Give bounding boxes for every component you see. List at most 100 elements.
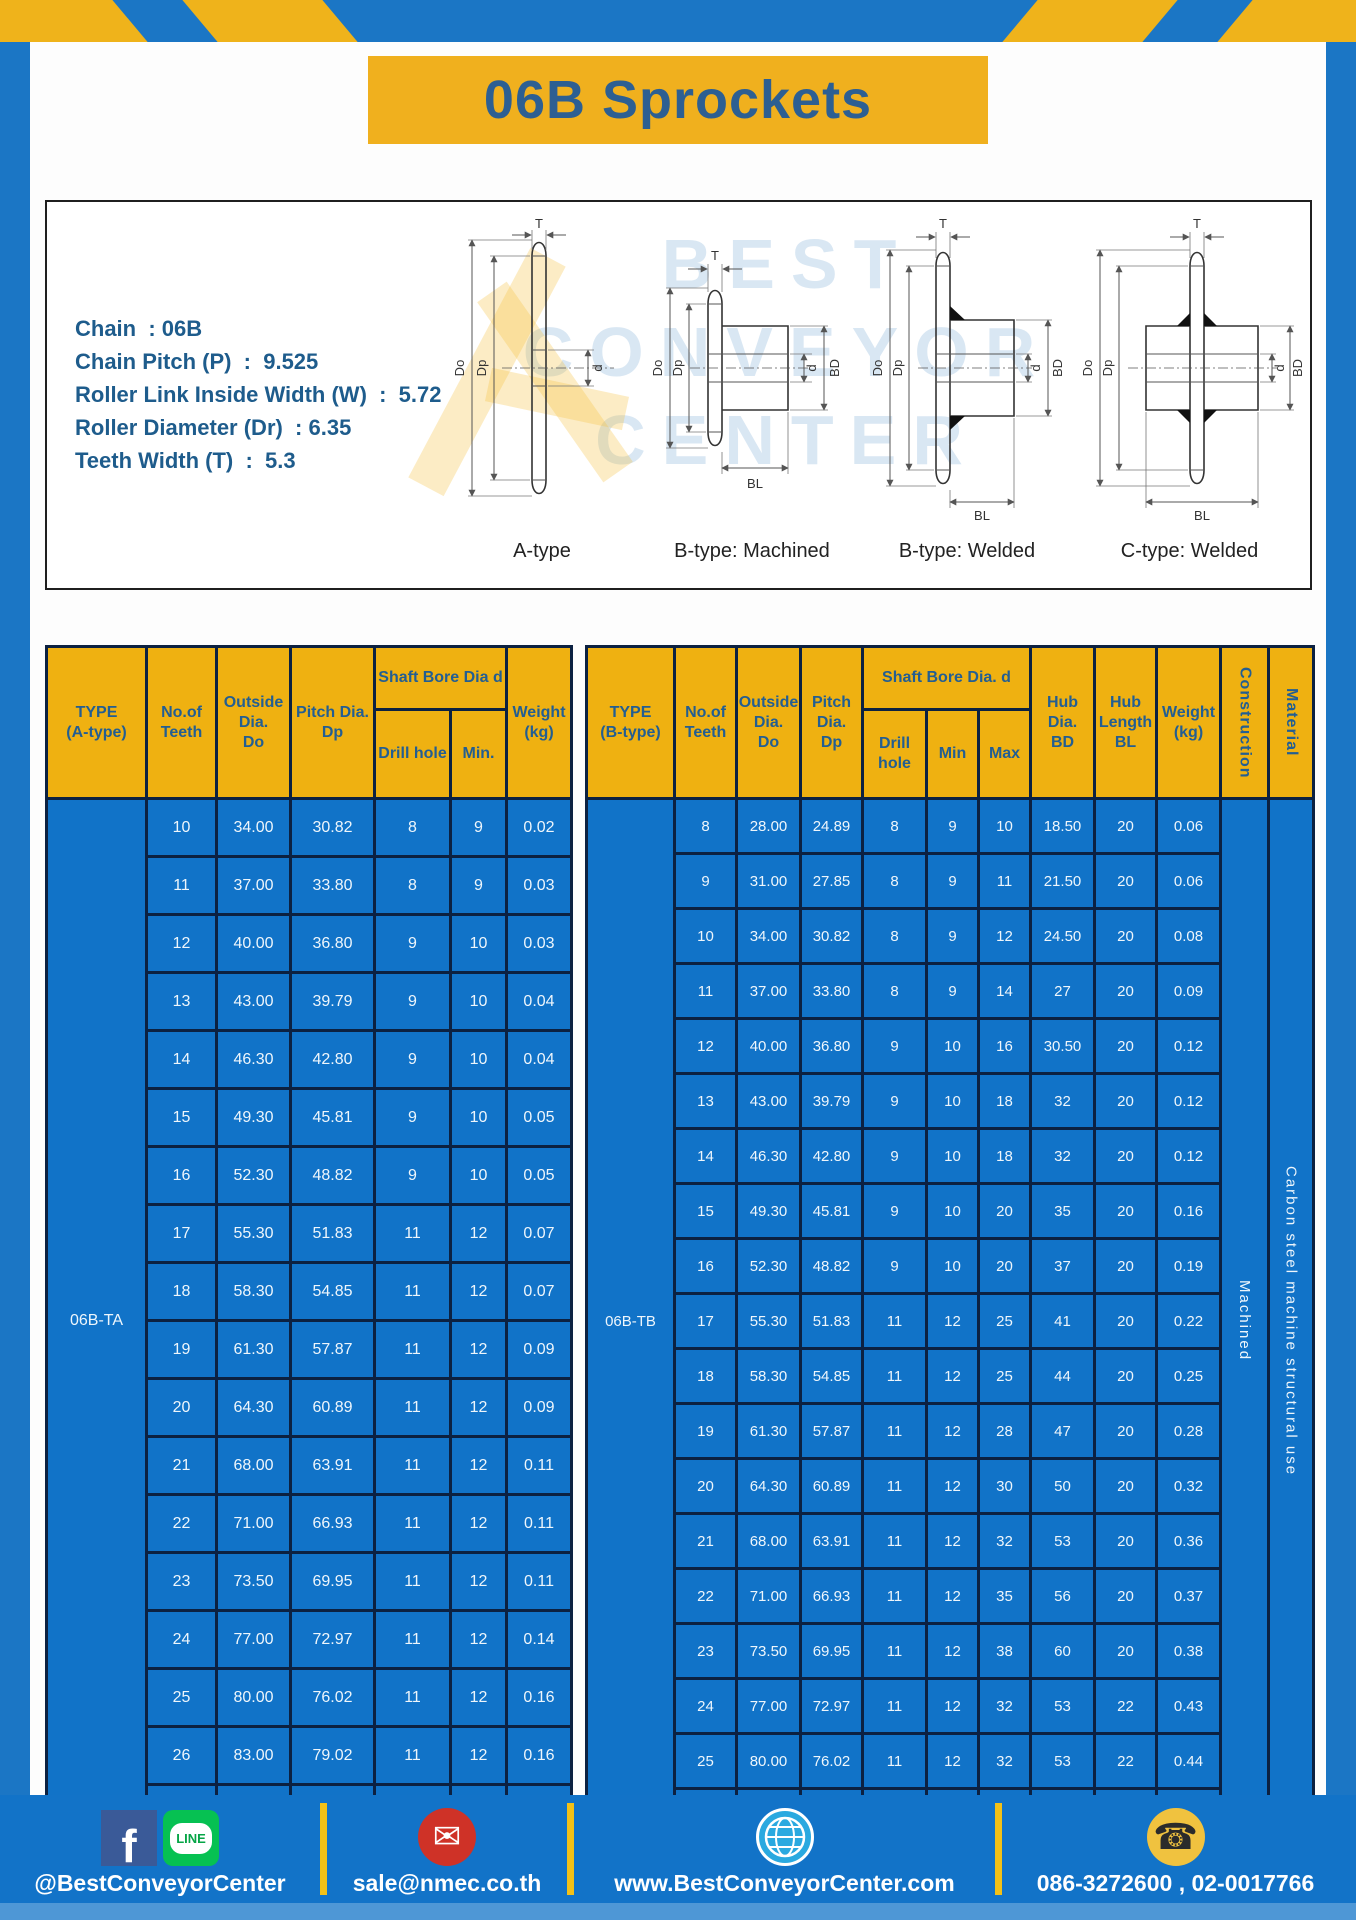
table-row: 9 31.00 27.85 8 9 11 21.50 20 0.06 <box>587 852 1314 910</box>
table-cell: 63.91 <box>799 1512 864 1570</box>
table-cell: 9 <box>925 907 980 965</box>
table-cell: 8 <box>673 797 738 855</box>
table-cell: 0.09 <box>1155 962 1222 1020</box>
table-cell: 40.00 <box>735 1017 802 1075</box>
table-cell: 12 <box>449 1609 508 1670</box>
phone-icon[interactable]: ☎ <box>1146 1808 1205 1866</box>
table-cell: 11 <box>861 1457 928 1515</box>
table-cell: 12 <box>449 1725 508 1786</box>
footer-website[interactable]: www.BestConveyorCenter.com <box>574 1795 995 1903</box>
table-cell: 49.30 <box>735 1182 802 1240</box>
table-cell: 20 <box>1093 1567 1158 1625</box>
table-cell: 30.50 <box>1029 1017 1096 1075</box>
table-cell: 26 <box>145 1725 218 1786</box>
table-cell: 32 <box>1029 1072 1096 1130</box>
table-cell: 18 <box>977 1127 1032 1185</box>
dim-label-do: Do <box>870 360 885 377</box>
table-cell: 17 <box>145 1203 218 1264</box>
email-address[interactable]: sale@nmec.co.th <box>352 1870 542 1896</box>
facebook-icon[interactable]: f <box>101 1810 157 1866</box>
table-cell: 12 <box>925 1402 980 1460</box>
globe-icon[interactable] <box>755 1808 814 1866</box>
table-cell: 47 <box>1029 1402 1096 1460</box>
table-cell: 0.16 <box>1155 1182 1222 1240</box>
table-cell: 12 <box>925 1732 980 1790</box>
table-cell: 12 <box>145 913 218 974</box>
table-cell: 37.00 <box>215 855 292 916</box>
table-cell: 23 <box>145 1551 218 1612</box>
phone-glyph: ☎ <box>1153 1816 1198 1857</box>
dim-label-bl: BL <box>974 508 990 523</box>
table-row: 24 77.00 72.97 11 12 32 53 22 0.43 <box>587 1677 1314 1735</box>
dim-label-dp: Dp <box>670 360 685 377</box>
a-type-figure: T Do Dp d A-type <box>442 208 642 586</box>
dim-label-t: T <box>711 248 719 263</box>
table-cell: 15 <box>673 1182 738 1240</box>
table-cell: 33.80 <box>289 855 376 916</box>
table-cell: 0.28 <box>1155 1402 1222 1460</box>
website-url[interactable]: www.BestConveyorCenter.com <box>614 1870 955 1896</box>
table-cell: 20 <box>1093 1402 1158 1460</box>
table-cell: 43.00 <box>215 971 292 1032</box>
table-cell: 10 <box>145 797 218 858</box>
table-cell: 0.22 <box>1155 1292 1222 1350</box>
spec-line: Teeth Width (T) : 5.3 <box>75 448 296 473</box>
table-cell: 0.08 <box>1155 907 1222 965</box>
table-row: 10 34.00 30.82 8 9 12 24.50 20 0.08 <box>587 907 1314 965</box>
table-cell: 77.00 <box>215 1609 292 1670</box>
footer-email[interactable]: ✉ sale@nmec.co.th <box>327 1795 567 1903</box>
table-cell: 11 <box>861 1512 928 1570</box>
table-cell: 71.00 <box>735 1567 802 1625</box>
table-cell: 11 <box>861 1622 928 1680</box>
table-cell: 24 <box>673 1677 738 1735</box>
b-type-welded-diagram: T Do Dp d BD BL <box>870 216 1065 523</box>
table-cell: 10 <box>449 1029 508 1090</box>
table-cell: 69.95 <box>289 1551 376 1612</box>
table-cell: 11 <box>373 1203 452 1264</box>
table-cell: 11 <box>861 1292 928 1350</box>
type-cell-06b-ta: 06B-TA <box>45 797 148 1844</box>
table-cell: 66.93 <box>289 1493 376 1554</box>
social-handle[interactable]: @BestConveyorCenter <box>34 1870 286 1896</box>
line-icon[interactable]: LINE <box>163 1810 219 1866</box>
table-cell: 20 <box>673 1457 738 1515</box>
table-cell: 11 <box>861 1732 928 1790</box>
footer-social[interactable]: f LINE @BestConveyorCenter <box>0 1795 320 1903</box>
table-cell: 11 <box>145 855 218 916</box>
table-cell: 0.05 <box>505 1145 573 1206</box>
table-cell: 11 <box>861 1402 928 1460</box>
table-cell: 0.12 <box>1155 1017 1222 1075</box>
footer-phone[interactable]: ☎ 086-3272600 , 02-0017766 <box>1002 1795 1349 1903</box>
table-row: 20 64.30 60.89 11 12 0.09 <box>47 1377 573 1438</box>
footer-bottom-strip <box>0 1903 1356 1920</box>
table-cell: 35 <box>1029 1182 1096 1240</box>
table-cell: 20 <box>1093 962 1158 1020</box>
table-cell: 0.11 <box>505 1435 573 1496</box>
table-cell: 21 <box>673 1512 738 1570</box>
table-row: 15 49.30 45.81 9 10 0.05 <box>47 1087 573 1148</box>
envelope-glyph: ✉ <box>432 1818 462 1856</box>
table-cell: 13 <box>145 971 218 1032</box>
phone-numbers[interactable]: 086-3272600 , 02-0017766 <box>1036 1870 1315 1896</box>
email-icon[interactable]: ✉ <box>418 1808 476 1866</box>
dim-label-t: T <box>1193 216 1201 231</box>
table-row: 21 68.00 63.91 11 12 0.11 <box>47 1435 573 1496</box>
line-glyph: LINE <box>170 1822 212 1854</box>
table-cell: 68.00 <box>215 1435 292 1496</box>
table-cell: 22 <box>1093 1732 1158 1790</box>
table-cell: 40.00 <box>215 913 292 974</box>
table-cell: 49.30 <box>215 1087 292 1148</box>
table-cell: 21.50 <box>1029 852 1096 910</box>
table-cell: 0.07 <box>505 1203 573 1264</box>
table-cell: 72.97 <box>799 1677 864 1735</box>
table-cell: 12 <box>925 1347 980 1405</box>
table-cell: 12 <box>449 1203 508 1264</box>
col-header-min: Min <box>925 708 980 800</box>
table-cell: 43.00 <box>735 1072 802 1130</box>
table-cell: 12 <box>449 1261 508 1322</box>
table-cell: 11 <box>861 1677 928 1735</box>
table-cell: 19 <box>673 1402 738 1460</box>
table-row: 25 80.00 76.02 11 12 0.16 <box>47 1667 573 1728</box>
col-header-pitch-dia: Pitch Dia. Dp <box>289 645 376 800</box>
